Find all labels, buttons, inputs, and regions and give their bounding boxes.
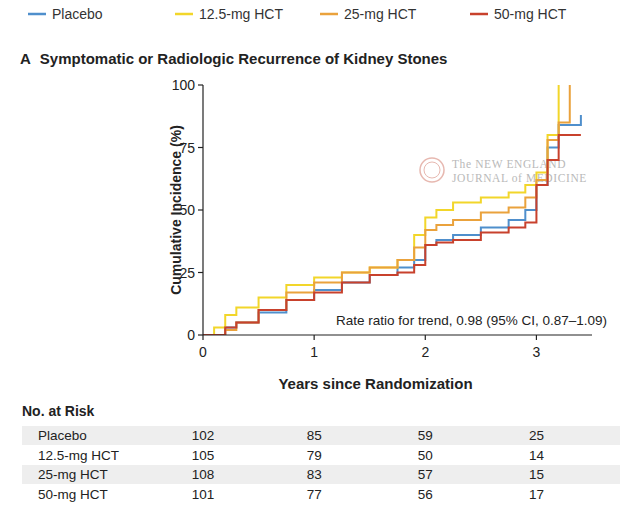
risk-table-title: No. at Risk <box>22 403 95 419</box>
watermark: The NEW ENGLANDJOURNAL of MEDICINE <box>420 158 587 184</box>
risk-row-label: Placebo <box>38 428 87 443</box>
chart: Placebo 12.5-mg HCT 25-mg HCT 50-mg HCT A Sym… <box>0 0 640 525</box>
risk-value: 83 <box>307 467 322 482</box>
risk-value: 57 <box>418 467 433 482</box>
y-tick <box>198 84 203 85</box>
legend-swatch <box>320 13 338 16</box>
risk-table: No. at Risk Placebo 102 85 59 25 12.5-mg HCT 10… <box>22 403 620 502</box>
risk-value: 50 <box>418 448 433 463</box>
series-line <box>203 135 581 335</box>
watermark-text: JOURNAL of MEDICINE <box>452 172 587 184</box>
y-tick-label: 0 <box>187 327 195 343</box>
risk-row-label: 50-mg HCT <box>38 487 108 502</box>
x-tick-label: 3 <box>533 344 541 360</box>
risk-value: 101 <box>192 487 215 502</box>
x-tick-label: 0 <box>199 344 207 360</box>
legend-swatch <box>28 13 46 16</box>
risk-value: 108 <box>192 467 215 482</box>
risk-value: 56 <box>418 487 433 502</box>
y-tick <box>198 147 203 148</box>
row-band <box>22 465 620 484</box>
series-line <box>203 85 570 335</box>
x-axis <box>203 334 592 335</box>
y-tick <box>198 272 203 273</box>
x-tick-label: 2 <box>421 344 429 360</box>
y-tick <box>198 334 203 335</box>
risk-value: 102 <box>192 428 215 443</box>
x-tick <box>202 335 203 340</box>
legend-label: 25-mg HCT <box>344 6 417 22</box>
y-tick-label: 100 <box>172 77 196 93</box>
risk-value: 14 <box>529 448 545 463</box>
x-tick <box>314 335 315 340</box>
y-tick <box>198 209 203 210</box>
risk-row-label: 25-mg HCT <box>38 467 108 482</box>
risk-value: 25 <box>529 428 544 443</box>
legend-label: Placebo <box>52 6 103 22</box>
title: A Symptomatic or Radiologic Recurrence of… <box>20 50 447 67</box>
x-tick <box>425 335 426 340</box>
risk-value: 79 <box>307 448 322 463</box>
risk-value: 15 <box>529 467 544 482</box>
legend-swatch <box>470 13 488 16</box>
row-band <box>22 426 620 445</box>
x-tick <box>536 335 537 340</box>
risk-value: 85 <box>307 428 322 443</box>
risk-row-label: 12.5-mg HCT <box>38 448 119 463</box>
x-tick-label: 1 <box>310 344 318 360</box>
series-line <box>203 115 581 335</box>
legend: Placebo 12.5-mg HCT 25-mg HCT 50-mg HCT <box>28 6 567 22</box>
watermark-logo <box>420 158 444 182</box>
series-line <box>203 85 559 335</box>
risk-value: 77 <box>307 487 322 502</box>
panel-label: A <box>20 50 31 67</box>
legend-swatch <box>175 13 193 16</box>
x-axis-label: Years since Randomization <box>278 375 472 392</box>
risk-value: 105 <box>192 448 215 463</box>
legend-label: 50-mg HCT <box>494 6 567 22</box>
annotation: Rate ratio for trend, 0.98 (95% CI, 0.87… <box>336 313 607 328</box>
y-axis-label: Cumulative Incidence (%) <box>168 125 184 295</box>
curves <box>203 85 581 335</box>
title-text: Symptomatic or Radiologic Recurrence of … <box>40 50 448 67</box>
watermark-logo <box>424 162 440 178</box>
risk-value: 59 <box>418 428 433 443</box>
risk-value: 17 <box>529 487 544 502</box>
legend-label: 12.5-mg HCT <box>199 6 283 22</box>
